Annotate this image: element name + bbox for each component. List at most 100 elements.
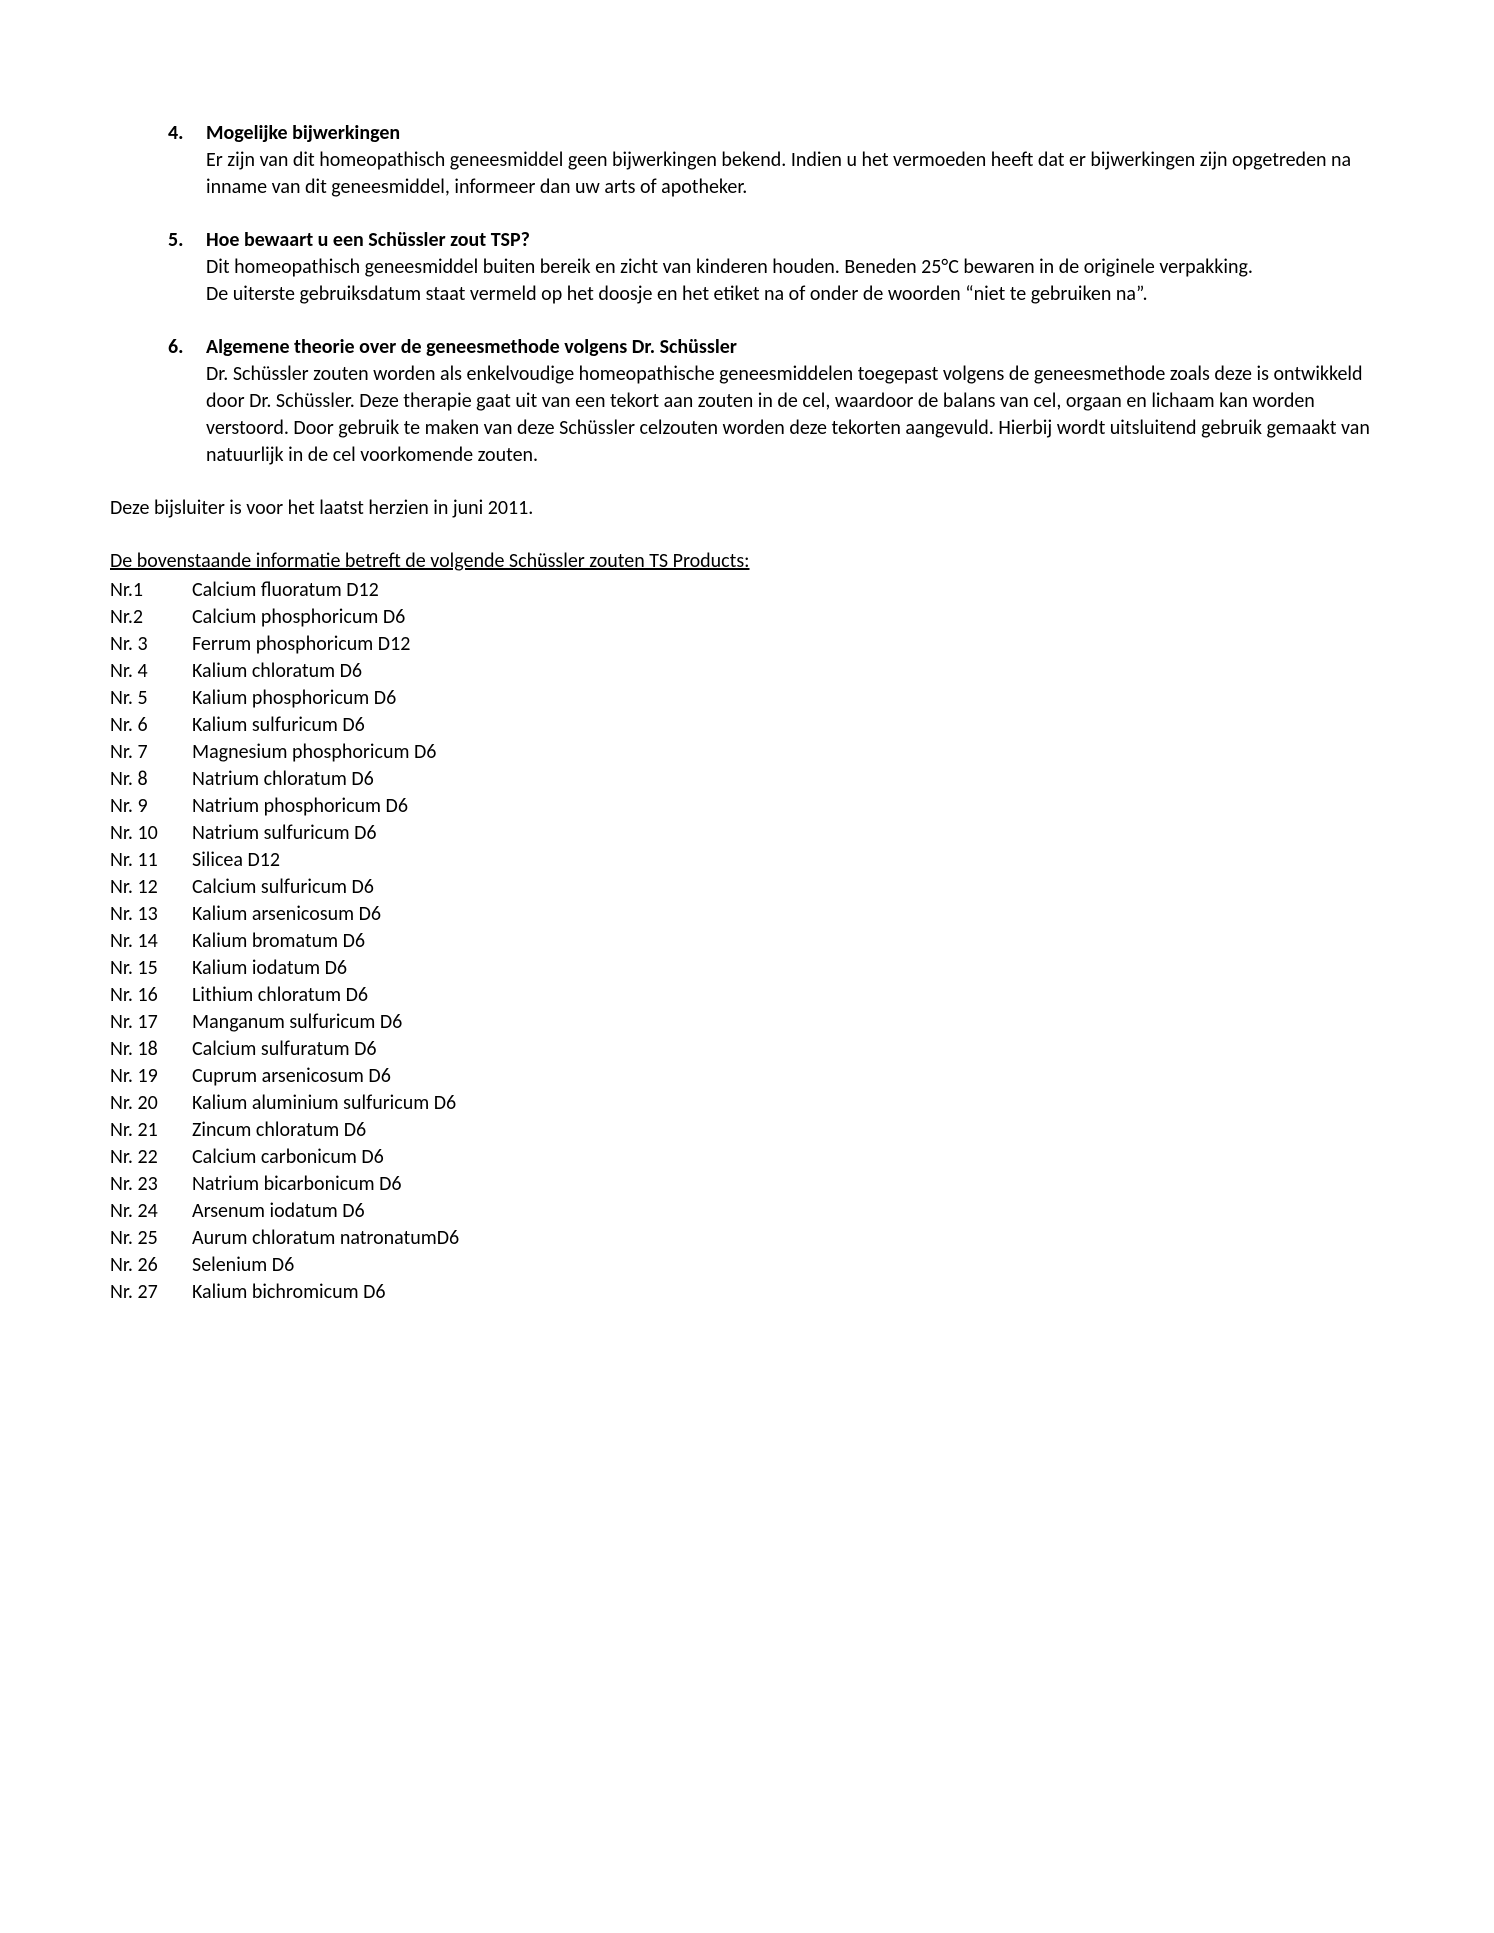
list-item: Nr. 26Selenium D6 (110, 1252, 1384, 1279)
product-number: Nr. 20 (110, 1090, 192, 1117)
list-item: Nr. 18Calcium sulfuratum D6 (110, 1036, 1384, 1063)
product-number: Nr. 13 (110, 901, 192, 928)
product-number: Nr. 5 (110, 685, 192, 712)
product-name: Kalium iodatum D6 (192, 955, 1384, 982)
product-number: Nr. 19 (110, 1063, 192, 1090)
section-paragraph: Dit homeopathisch geneesmiddel buiten be… (206, 254, 1384, 281)
product-name: Natrium sulfuricum D6 (192, 820, 1384, 847)
section-number: 5. (168, 227, 206, 308)
product-number: Nr. 10 (110, 820, 192, 847)
list-item: Nr. 13Kalium arsenicosum D6 (110, 901, 1384, 928)
list-item: Nr. 3Ferrum phosphoricum D12 (110, 631, 1384, 658)
product-name: Calcium fluoratum D12 (192, 577, 1384, 604)
product-number: Nr. 7 (110, 739, 192, 766)
product-list: Nr.1Calcium fluoratum D12Nr.2Calcium pho… (110, 577, 1384, 1306)
numbered-sections: 4.Mogelijke bijwerkingenEr zijn van dit … (110, 120, 1384, 469)
list-item: Nr. 17Manganum sulfuricum D6 (110, 1009, 1384, 1036)
list-item: Nr. 25Aurum chloratum natronatumD6 (110, 1225, 1384, 1252)
section-title: Hoe bewaart u een Schüssler zout TSP? (206, 227, 1384, 254)
product-number: Nr.1 (110, 577, 192, 604)
product-number: Nr. 16 (110, 982, 192, 1009)
product-name: Ferrum phosphoricum D12 (192, 631, 1384, 658)
list-item: Nr. 8Natrium chloratum D6 (110, 766, 1384, 793)
list-item: Nr. 23Natrium bicarbonicum D6 (110, 1171, 1384, 1198)
list-item: Nr. 20Kalium aluminium sulfuricum D6 (110, 1090, 1384, 1117)
product-name: Calcium phosphoricum D6 (192, 604, 1384, 631)
product-number: Nr. 12 (110, 874, 192, 901)
product-name: Selenium D6 (192, 1252, 1384, 1279)
product-name: Calcium sulfuricum D6 (192, 874, 1384, 901)
product-name: Natrium chloratum D6 (192, 766, 1384, 793)
product-number: Nr. 21 (110, 1117, 192, 1144)
product-name: Kalium aluminium sulfuricum D6 (192, 1090, 1384, 1117)
product-number: Nr. 4 (110, 658, 192, 685)
section: 6.Algemene theorie over de geneesmethode… (168, 334, 1384, 469)
product-name: Magnesium phosphoricum D6 (192, 739, 1384, 766)
list-item: Nr. 10Natrium sulfuricum D6 (110, 820, 1384, 847)
section-title: Mogelijke bijwerkingen (206, 120, 1384, 147)
product-name: Aurum chloratum natronatumD6 (192, 1225, 1384, 1252)
section-body: Algemene theorie over de geneesmethode v… (206, 334, 1384, 469)
product-number: Nr. 8 (110, 766, 192, 793)
product-number: Nr. 17 (110, 1009, 192, 1036)
section-paragraph: Dr. Schüssler zouten worden als enkelvou… (206, 361, 1384, 469)
product-number: Nr. 27 (110, 1279, 192, 1306)
section-body: Hoe bewaart u een Schüssler zout TSP?Dit… (206, 227, 1384, 308)
list-item: Nr. 27Kalium bichromicum D6 (110, 1279, 1384, 1306)
product-number: Nr. 9 (110, 793, 192, 820)
product-name: Kalium bichromicum D6 (192, 1279, 1384, 1306)
product-number: Nr. 22 (110, 1144, 192, 1171)
product-name: Manganum sulfuricum D6 (192, 1009, 1384, 1036)
list-item: Nr. 12Calcium sulfuricum D6 (110, 874, 1384, 901)
list-item: Nr. 4Kalium chloratum D6 (110, 658, 1384, 685)
product-name: Natrium phosphoricum D6 (192, 793, 1384, 820)
section-paragraph: Er zijn van dit homeopathisch geneesmidd… (206, 147, 1384, 201)
product-name: Silicea D12 (192, 847, 1384, 874)
product-number: Nr. 24 (110, 1198, 192, 1225)
section-body: Mogelijke bijwerkingenEr zijn van dit ho… (206, 120, 1384, 201)
list-item: Nr. 24Arsenum iodatum D6 (110, 1198, 1384, 1225)
list-item: Nr. 9Natrium phosphoricum D6 (110, 793, 1384, 820)
section-number: 4. (168, 120, 206, 201)
list-item: Nr. 15Kalium iodatum D6 (110, 955, 1384, 982)
section-number: 6. (168, 334, 206, 469)
product-number: Nr. 6 (110, 712, 192, 739)
product-number: Nr. 25 (110, 1225, 192, 1252)
section: 5.Hoe bewaart u een Schüssler zout TSP?D… (168, 227, 1384, 308)
list-item: Nr. 16Lithium chloratum D6 (110, 982, 1384, 1009)
product-name: Kalium bromatum D6 (192, 928, 1384, 955)
product-name: Calcium carbonicum D6 (192, 1144, 1384, 1171)
revision-line: Deze bijsluiter is voor het laatst herzi… (110, 495, 1384, 522)
section-paragraph: De uiterste gebruiksdatum staat vermeld … (206, 281, 1384, 308)
product-number: Nr. 14 (110, 928, 192, 955)
list-item: Nr. 21Zincum chloratum D6 (110, 1117, 1384, 1144)
product-name: Kalium chloratum D6 (192, 658, 1384, 685)
product-number: Nr. 11 (110, 847, 192, 874)
list-item: Nr. 11Silicea D12 (110, 847, 1384, 874)
product-number: Nr. 3 (110, 631, 192, 658)
list-item: Nr. 22Calcium carbonicum D6 (110, 1144, 1384, 1171)
product-name: Calcium sulfuratum D6 (192, 1036, 1384, 1063)
product-name: Arsenum iodatum D6 (192, 1198, 1384, 1225)
product-name: Kalium phosphoricum D6 (192, 685, 1384, 712)
list-item: Nr.1Calcium fluoratum D12 (110, 577, 1384, 604)
product-name: Zincum chloratum D6 (192, 1117, 1384, 1144)
list-item: Nr. 19Cuprum arsenicosum D6 (110, 1063, 1384, 1090)
product-name: Natrium bicarbonicum D6 (192, 1171, 1384, 1198)
section-title: Algemene theorie over de geneesmethode v… (206, 334, 1384, 361)
products-heading: De bovenstaande informatie betreft de vo… (110, 548, 1384, 575)
product-name: Lithium chloratum D6 (192, 982, 1384, 1009)
section: 4.Mogelijke bijwerkingenEr zijn van dit … (168, 120, 1384, 201)
product-name: Kalium sulfuricum D6 (192, 712, 1384, 739)
product-number: Nr. 26 (110, 1252, 192, 1279)
list-item: Nr. 5Kalium phosphoricum D6 (110, 685, 1384, 712)
product-name: Cuprum arsenicosum D6 (192, 1063, 1384, 1090)
list-item: Nr.2Calcium phosphoricum D6 (110, 604, 1384, 631)
list-item: Nr. 6Kalium sulfuricum D6 (110, 712, 1384, 739)
list-item: Nr. 14Kalium bromatum D6 (110, 928, 1384, 955)
product-number: Nr.2 (110, 604, 192, 631)
list-item: Nr. 7Magnesium phosphoricum D6 (110, 739, 1384, 766)
product-number: Nr. 23 (110, 1171, 192, 1198)
product-name: Kalium arsenicosum D6 (192, 901, 1384, 928)
product-number: Nr. 18 (110, 1036, 192, 1063)
